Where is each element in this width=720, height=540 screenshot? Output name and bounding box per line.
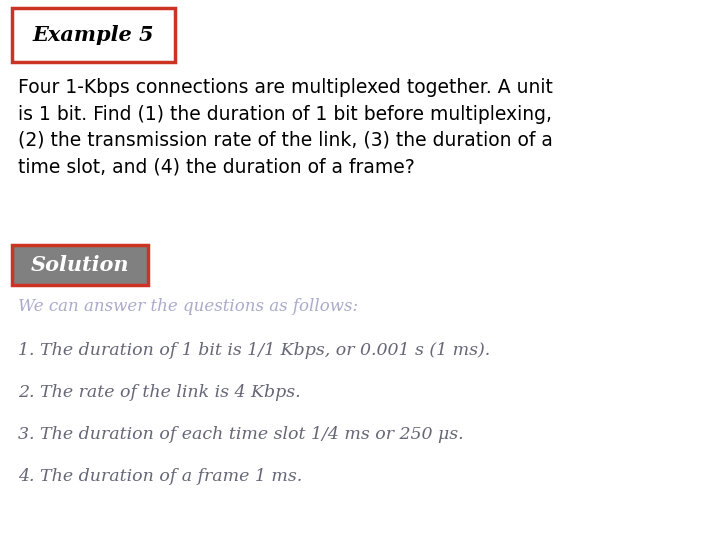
Text: 1. The duration of 1 bit is 1/1 Kbps, or 0.001 s (1 ms).: 1. The duration of 1 bit is 1/1 Kbps, or… [18, 342, 490, 359]
FancyBboxPatch shape [12, 8, 175, 62]
Text: Solution: Solution [31, 255, 130, 275]
Text: We can answer the questions as follows:: We can answer the questions as follows: [18, 298, 358, 315]
Text: 2. The rate of the link is 4 Kbps.: 2. The rate of the link is 4 Kbps. [18, 384, 301, 401]
Text: Four 1-Kbps connections are multiplexed together. A unit
is 1 bit. Find (1) the : Four 1-Kbps connections are multiplexed … [18, 78, 553, 177]
FancyBboxPatch shape [12, 245, 148, 285]
Text: Example 5: Example 5 [32, 25, 154, 45]
Text: 4. The duration of a frame 1 ms.: 4. The duration of a frame 1 ms. [18, 468, 302, 485]
Text: 3. The duration of each time slot 1/4 ms or 250 μs.: 3. The duration of each time slot 1/4 ms… [18, 426, 464, 443]
